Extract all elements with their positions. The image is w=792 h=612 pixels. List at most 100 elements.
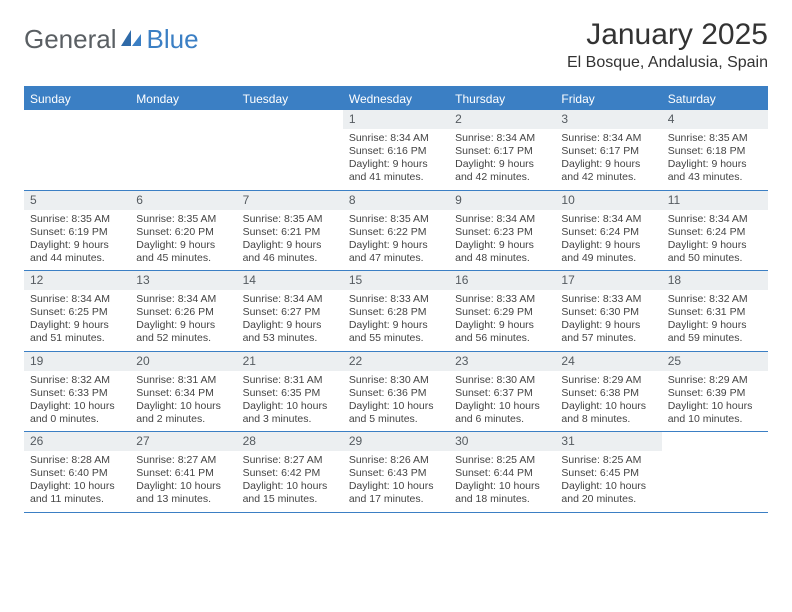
sunrise-text: Sunrise: 8:31 AM [243,374,337,387]
daylight-text: Daylight: 9 hours and 46 minutes. [243,239,337,265]
sunrise-text: Sunrise: 8:35 AM [243,213,337,226]
day-number: 21 [237,352,343,371]
sunset-text: Sunset: 6:26 PM [136,306,230,319]
calendar-week: 26Sunrise: 8:28 AMSunset: 6:40 PMDayligh… [24,432,768,513]
sunset-text: Sunset: 6:43 PM [349,467,443,480]
day-details: Sunrise: 8:30 AMSunset: 6:36 PMDaylight:… [343,371,449,432]
sunrise-text: Sunrise: 8:28 AM [30,454,124,467]
daylight-text: Daylight: 10 hours and 10 minutes. [668,400,762,426]
calendar-day: 24Sunrise: 8:29 AMSunset: 6:38 PMDayligh… [555,352,661,432]
calendar-day: 3Sunrise: 8:34 AMSunset: 6:17 PMDaylight… [555,110,661,190]
day-details: Sunrise: 8:34 AMSunset: 6:24 PMDaylight:… [662,210,768,271]
daylight-text: Daylight: 10 hours and 5 minutes. [349,400,443,426]
sunset-text: Sunset: 6:18 PM [668,145,762,158]
day-number: 29 [343,432,449,451]
sunrise-text: Sunrise: 8:32 AM [668,293,762,306]
sunrise-text: Sunrise: 8:34 AM [561,132,655,145]
calendar-week: 12Sunrise: 8:34 AMSunset: 6:25 PMDayligh… [24,271,768,352]
sunrise-text: Sunrise: 8:34 AM [455,132,549,145]
day-number: 14 [237,271,343,290]
calendar-week: 19Sunrise: 8:32 AMSunset: 6:33 PMDayligh… [24,352,768,433]
calendar-day: 2Sunrise: 8:34 AMSunset: 6:17 PMDaylight… [449,110,555,190]
sunset-text: Sunset: 6:19 PM [30,226,124,239]
sunset-text: Sunset: 6:36 PM [349,387,443,400]
calendar-day: 14Sunrise: 8:34 AMSunset: 6:27 PMDayligh… [237,271,343,351]
location-subtitle: El Bosque, Andalusia, Spain [567,54,768,72]
daylight-text: Daylight: 9 hours and 48 minutes. [455,239,549,265]
daylight-text: Daylight: 9 hours and 49 minutes. [561,239,655,265]
day-number: 16 [449,271,555,290]
sunrise-text: Sunrise: 8:33 AM [349,293,443,306]
title-block: January 2025 El Bosque, Andalusia, Spain [567,18,768,72]
sunset-text: Sunset: 6:22 PM [349,226,443,239]
daylight-text: Daylight: 9 hours and 59 minutes. [668,319,762,345]
daylight-text: Daylight: 9 hours and 42 minutes. [455,158,549,184]
day-number: 23 [449,352,555,371]
sunset-text: Sunset: 6:23 PM [455,226,549,239]
calendar-day: 28Sunrise: 8:27 AMSunset: 6:42 PMDayligh… [237,432,343,512]
day-details: Sunrise: 8:30 AMSunset: 6:37 PMDaylight:… [449,371,555,432]
sunset-text: Sunset: 6:39 PM [668,387,762,400]
daylight-text: Daylight: 9 hours and 44 minutes. [30,239,124,265]
calendar-day: 12Sunrise: 8:34 AMSunset: 6:25 PMDayligh… [24,271,130,351]
calendar-day-empty [130,110,236,190]
dow-tuesday: Tuesday [237,88,343,110]
calendar-day: 10Sunrise: 8:34 AMSunset: 6:24 PMDayligh… [555,191,661,271]
sunset-text: Sunset: 6:33 PM [30,387,124,400]
calendar-day: 11Sunrise: 8:34 AMSunset: 6:24 PMDayligh… [662,191,768,271]
day-details: Sunrise: 8:35 AMSunset: 6:21 PMDaylight:… [237,210,343,271]
day-details: Sunrise: 8:26 AMSunset: 6:43 PMDaylight:… [343,451,449,512]
day-details: Sunrise: 8:29 AMSunset: 6:38 PMDaylight:… [555,371,661,432]
day-details: Sunrise: 8:32 AMSunset: 6:33 PMDaylight:… [24,371,130,432]
day-details: Sunrise: 8:27 AMSunset: 6:42 PMDaylight:… [237,451,343,512]
day-number: 19 [24,352,130,371]
day-details: Sunrise: 8:32 AMSunset: 6:31 PMDaylight:… [662,290,768,351]
sunrise-text: Sunrise: 8:34 AM [455,213,549,226]
day-number [237,110,343,114]
day-details: Sunrise: 8:29 AMSunset: 6:39 PMDaylight:… [662,371,768,432]
sunset-text: Sunset: 6:25 PM [30,306,124,319]
sunset-text: Sunset: 6:20 PM [136,226,230,239]
sunrise-text: Sunrise: 8:26 AM [349,454,443,467]
day-number: 31 [555,432,661,451]
calendar-day: 21 Sunrise: 8:31 AMSunset: 6:35 PMDayligh… [237,352,343,432]
daylight-text: Daylight: 10 hours and 6 minutes. [455,400,549,426]
day-details: Sunrise: 8:35 AMSunset: 6:18 PMDaylight:… [662,129,768,190]
day-details: Sunrise: 8:28 AMSunset: 6:40 PMDaylight:… [24,451,130,512]
calendar-week: 5Sunrise: 8:35 AMSunset: 6:19 PMDaylight… [24,191,768,272]
daylight-text: Daylight: 10 hours and 3 minutes. [243,400,337,426]
brand-part1: General [24,24,117,55]
sunrise-text: Sunrise: 8:25 AM [561,454,655,467]
day-details: Sunrise: 8:34 AMSunset: 6:23 PMDaylight:… [449,210,555,271]
calendar-day: 30Sunrise: 8:25 AMSunset: 6:44 PMDayligh… [449,432,555,512]
daylight-text: Daylight: 9 hours and 45 minutes. [136,239,230,265]
sunrise-text: Sunrise: 8:34 AM [30,293,124,306]
day-details: Sunrise: 8:35 AMSunset: 6:20 PMDaylight:… [130,210,236,271]
calendar-day: 17Sunrise: 8:33 AMSunset: 6:30 PMDayligh… [555,271,661,351]
calendar-day: 31Sunrise: 8:25 AMSunset: 6:45 PMDayligh… [555,432,661,512]
day-details: Sunrise: 8:31 AMSunset: 6:34 PMDaylight:… [130,371,236,432]
dow-saturday: Saturday [662,88,768,110]
sunset-text: Sunset: 6:17 PM [561,145,655,158]
sunset-text: Sunset: 6:42 PM [243,467,337,480]
sunrise-text: Sunrise: 8:27 AM [136,454,230,467]
day-number: 4 [662,110,768,129]
calendar-day-empty [662,432,768,512]
day-number: 10 [555,191,661,210]
sunset-text: Sunset: 6:38 PM [561,387,655,400]
daylight-text: Daylight: 9 hours and 53 minutes. [243,319,337,345]
calendar-day-empty [24,110,130,190]
calendar-body: 1Sunrise: 8:34 AMSunset: 6:16 PMDaylight… [24,110,768,513]
day-details: Sunrise: 8:34 AMSunset: 6:17 PMDaylight:… [449,129,555,190]
calendar-day: 5Sunrise: 8:35 AMSunset: 6:19 PMDaylight… [24,191,130,271]
day-details: Sunrise: 8:35 AMSunset: 6:22 PMDaylight:… [343,210,449,271]
day-details: Sunrise: 8:35 AMSunset: 6:19 PMDaylight:… [24,210,130,271]
day-number: 20 [130,352,236,371]
calendar-day: 7Sunrise: 8:35 AMSunset: 6:21 PMDaylight… [237,191,343,271]
day-details: Sunrise: 8:34 AMSunset: 6:17 PMDaylight:… [555,129,661,190]
day-number: 7 [237,191,343,210]
sunset-text: Sunset: 6:35 PM [243,387,337,400]
sunset-text: Sunset: 6:27 PM [243,306,337,319]
daylight-text: Daylight: 10 hours and 11 minutes. [30,480,124,506]
page-header: General Blue January 2025 El Bosque, And… [24,18,768,72]
